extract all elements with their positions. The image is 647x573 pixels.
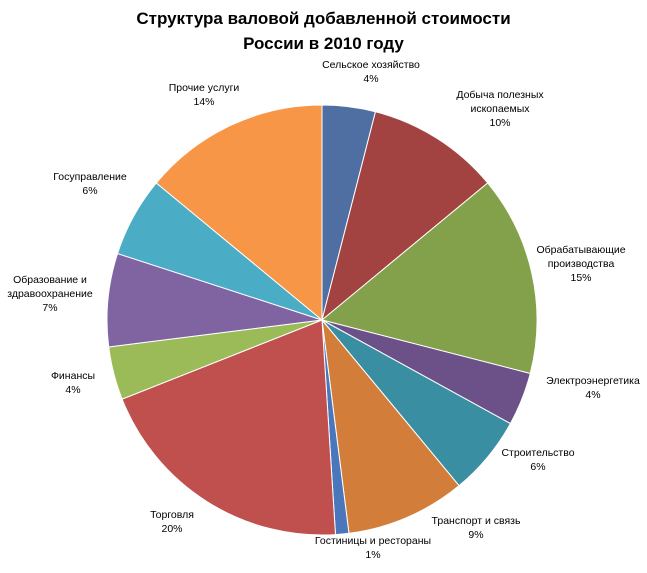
pie-slice-12: [155, 104, 323, 322]
slice-category-label: Финансы: [51, 370, 95, 382]
slice-label-1: Сельское хозяйство 4%: [322, 59, 420, 85]
pie-slice-8: [121, 319, 337, 536]
slice-value-label: 4%: [363, 73, 378, 85]
chart-title: Структура валовой добавленной стоимости …: [0, 6, 647, 56]
pie-slice-6: [321, 318, 460, 534]
slice-category-label: Гостиницы и рестораны: [315, 535, 431, 547]
slice-category-label: здравоохранение: [7, 288, 93, 300]
slice-value-label: 14%: [193, 96, 214, 108]
pie-slice-2: [321, 111, 489, 322]
slice-category-label: Образование и: [13, 274, 87, 286]
slice-value-label: 10%: [489, 117, 510, 129]
slice-label-4: Электроэнергетика 4%: [546, 375, 640, 401]
slice-value-label: 20%: [161, 523, 182, 535]
slice-category-label: производства: [548, 258, 615, 270]
slice-value-label: 1%: [365, 549, 380, 561]
slice-category-label: Прочие услуги: [169, 82, 240, 94]
chart-title-line-2: России в 2010 году: [243, 34, 404, 53]
slice-category-label: Торговля: [150, 509, 194, 521]
slice-label-9: Финансы 4%: [51, 370, 95, 396]
slice-label-5: Строительство 6%: [501, 447, 574, 473]
slice-category-label: Добыча полезных: [456, 89, 544, 101]
slice-value-label: 7%: [42, 302, 57, 314]
slice-value-label: 6%: [530, 461, 545, 473]
pie-labels: Сельское хозяйство 4% Добыча полезных ископ…: [7, 59, 640, 561]
slice-value-label: 4%: [585, 389, 600, 401]
chart-title-line-1: Структура валовой добавленной стоимости: [136, 9, 511, 28]
pie-slice-3: [320, 182, 538, 375]
slice-label-7: Гостиницы и рестораны 1%: [315, 535, 431, 561]
slice-value-label: 4%: [65, 384, 80, 396]
slice-category-label: Строительство: [501, 447, 574, 459]
pie-slices: [106, 104, 538, 536]
slice-value-label: 9%: [468, 529, 483, 541]
slice-category-label: Сельское хозяйство: [322, 59, 420, 71]
slice-category-label: Электроэнергетика: [546, 375, 640, 387]
slice-label-10: Образование и здравоохранение 7%: [7, 274, 93, 314]
slice-value-label: 6%: [82, 185, 97, 197]
slice-category-label: Госуправление: [53, 171, 127, 183]
slice-label-6: Транспорт и связь 9%: [432, 515, 521, 541]
slice-label-2: Добыча полезных ископаемых 10%: [456, 89, 544, 129]
slice-label-11: Госуправление 6%: [53, 171, 127, 197]
slice-label-12: Прочие услуги 14%: [169, 82, 240, 108]
slice-category-label: Транспорт и связь: [432, 515, 521, 527]
slice-value-label: 15%: [570, 272, 591, 284]
slice-category-label: ископаемых: [470, 103, 530, 115]
slice-label-8: Торговля 20%: [150, 509, 194, 535]
slice-category-label: Обрабатывающие: [536, 244, 625, 256]
slice-label-3: Обрабатывающие производства 15%: [536, 244, 625, 284]
